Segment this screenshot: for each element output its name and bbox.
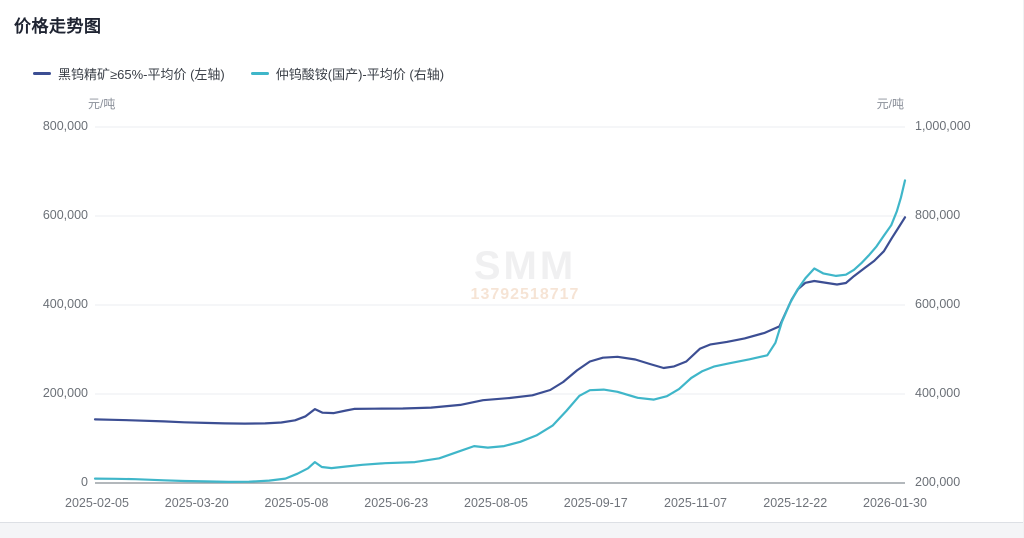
series-line-apt[interactable]: [93, 179, 907, 483]
x-tick-label: 2025-03-20: [164, 496, 229, 510]
x-tick-label: 2025-12-22: [763, 496, 828, 510]
x-axis: 2025-02-05 2025-03-20 2025-05-08 2025-06-23…: [0, 496, 1023, 516]
legend-item-wolframite[interactable]: 黑钨精矿≥65%-平均价 (左轴): [33, 64, 225, 83]
legend: 黑钨精矿≥65%-平均价 (左轴) 仲钨酸铵(国产)-平均价 (右轴): [33, 64, 444, 83]
legend-item-apt[interactable]: 仲钨酸铵(国产)-平均价 (右轴): [250, 64, 445, 83]
y-tick-label-right: 800,000: [915, 208, 961, 222]
legend-label: 黑钨精矿≥65%-平均价 (左轴): [58, 67, 225, 82]
y-axis-right: 200,000 400,000 600,000 800,000 1,000,000: [915, 0, 1015, 538]
left-axis-unit-label: 元/吨: [88, 97, 116, 111]
y-tick-label-left: 200,000: [42, 386, 88, 400]
y-tick-label-right: 1,000,000: [915, 119, 971, 133]
legend-label: 仲钨酸铵(国产)-平均价 (右轴): [275, 67, 445, 82]
y-tick-label-left: 0: [81, 475, 88, 489]
right-axis-unit-label: 元/吨: [876, 97, 904, 111]
x-tick-label: 2025-08-05: [464, 496, 528, 510]
x-tick-label: 2025-11-07: [663, 496, 728, 510]
y-axis-left: 0 200,000 400,000 600,000 800,000: [0, 0, 88, 538]
series-line-wolframite[interactable]: [93, 216, 907, 425]
y-tick-label-right: 400,000: [915, 386, 961, 400]
bottom-divider: [0, 522, 1023, 538]
y-tick-label-right: 600,000: [915, 297, 961, 311]
x-tick-label: 2026-01-30: [863, 496, 927, 510]
x-tick-label: 2025-02-05: [65, 496, 129, 510]
line-swatch-icon: [33, 72, 51, 75]
y-tick-label-left: 800,000: [42, 119, 88, 133]
line-swatch-icon: [250, 72, 269, 75]
page-title: 价格走势图: [14, 17, 102, 36]
x-tick-label: 2025-09-17: [563, 496, 628, 510]
x-tick-label: 2025-05-08: [264, 496, 329, 510]
x-tick-label: 2025-06-23: [364, 496, 429, 510]
y-tick-label-right: 200,000: [915, 475, 961, 489]
y-tick-label-left: 400,000: [42, 297, 88, 311]
y-tick-label-left: 600,000: [42, 208, 88, 222]
